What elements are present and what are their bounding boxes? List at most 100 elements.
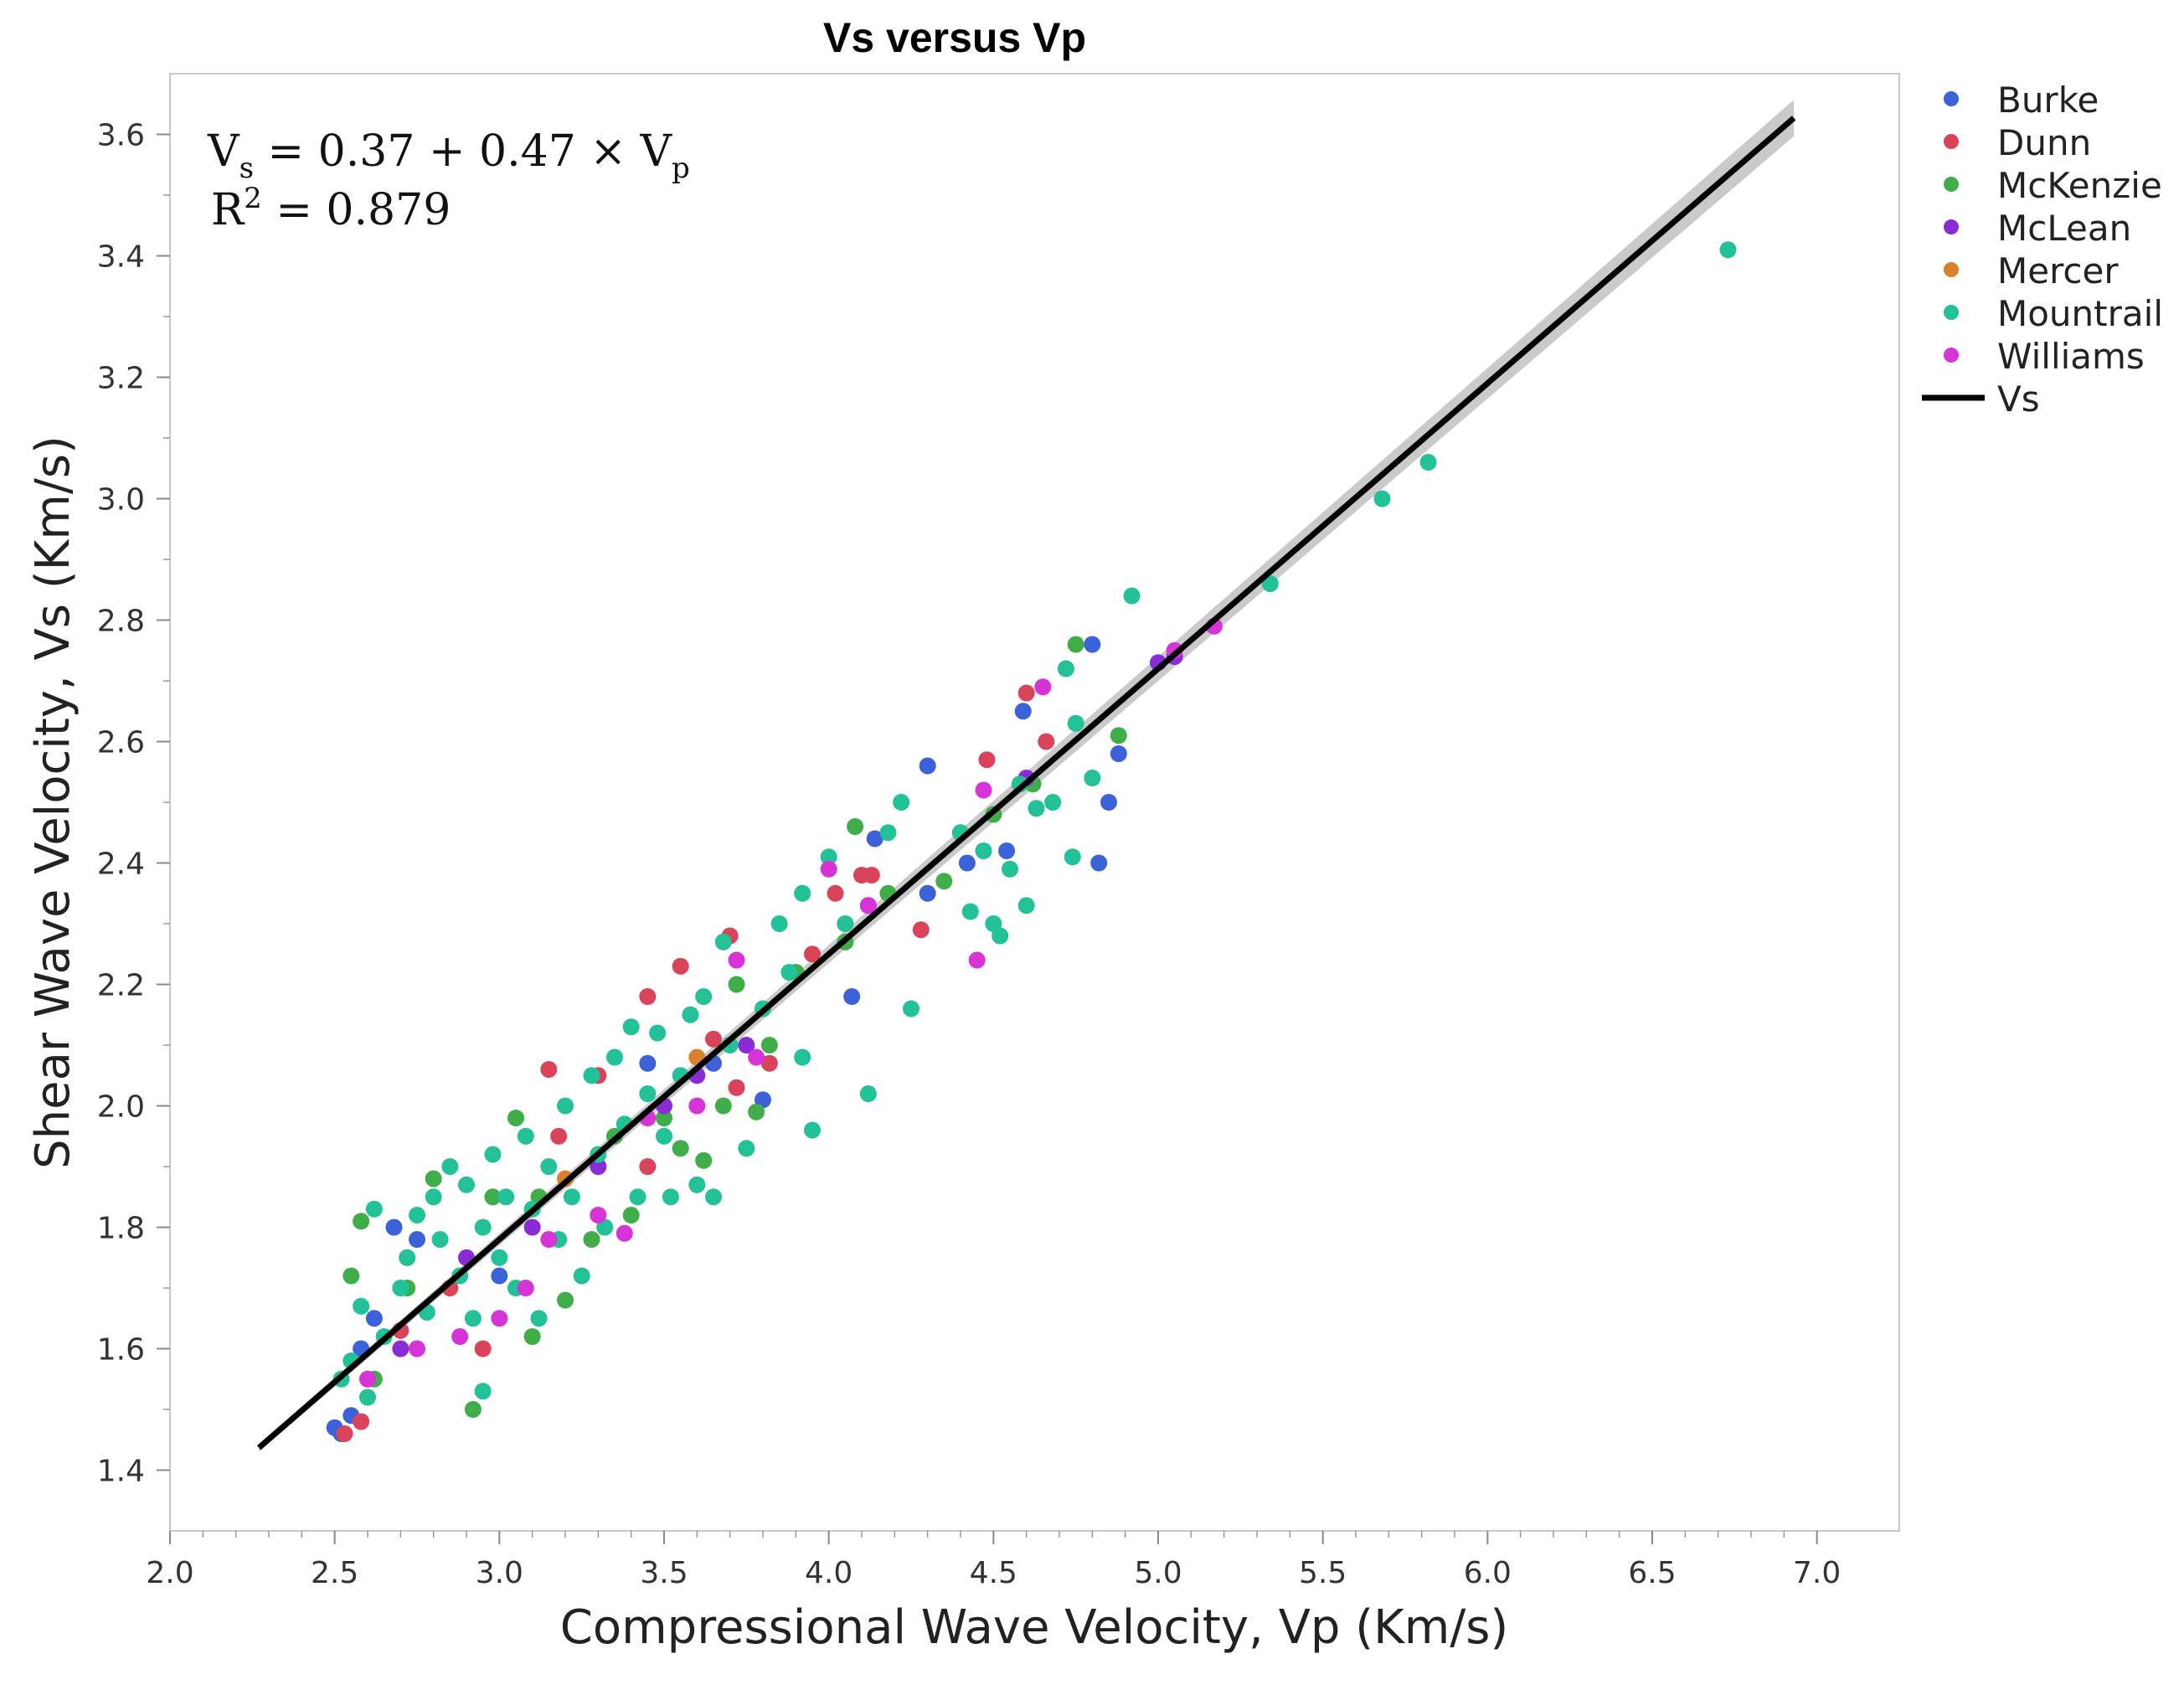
data-point	[919, 884, 936, 902]
data-point	[583, 1067, 600, 1084]
data-point	[879, 824, 897, 842]
x-tick-label: 3.0	[476, 1556, 523, 1590]
data-point	[1373, 490, 1391, 507]
legend-label: Burke	[1997, 80, 2099, 121]
data-point	[336, 1425, 353, 1442]
data-point	[1719, 241, 1737, 259]
x-tick-label: 2.0	[146, 1556, 193, 1590]
x-tick-label: 6.5	[1628, 1556, 1676, 1590]
data-point	[770, 915, 788, 932]
data-point	[728, 951, 745, 969]
data-point	[714, 933, 732, 951]
data-point	[639, 988, 657, 1005]
data-point	[958, 854, 976, 872]
y-tick-label: 2.4	[97, 848, 145, 882]
data-point	[491, 1267, 508, 1285]
data-point	[622, 1207, 640, 1224]
data-point	[847, 818, 864, 835]
data-point	[688, 1097, 706, 1115]
x-axis-label: Compressional Wave Velocity, Vp (Km/s)	[560, 1600, 1509, 1655]
y-tick-label: 3.0	[97, 483, 145, 518]
legend-label: Dunn	[1997, 122, 2091, 163]
data-point	[409, 1207, 425, 1224]
legend-label: McKenzie	[1997, 165, 2162, 206]
data-point	[738, 1037, 755, 1054]
data-point	[590, 1158, 607, 1175]
series-williams	[359, 617, 1223, 1388]
equation-line-2: R2 = 0.879	[211, 182, 451, 235]
data-point	[935, 873, 953, 890]
data-point	[1084, 770, 1101, 786]
legend-label: Vs	[1997, 379, 2040, 420]
data-point	[1084, 636, 1101, 653]
legend-marker	[1944, 134, 1959, 149]
data-point	[550, 1127, 568, 1145]
data-point	[794, 1048, 811, 1066]
data-point	[392, 1280, 410, 1296]
data-point	[616, 1224, 633, 1242]
data-point	[359, 1388, 376, 1406]
data-point	[649, 1024, 667, 1042]
data-point	[843, 988, 861, 1005]
data-point	[748, 1048, 765, 1066]
data-point	[491, 1249, 508, 1266]
data-point	[464, 1310, 482, 1327]
data-point	[392, 1340, 410, 1358]
data-point	[695, 1151, 713, 1169]
data-point	[507, 1110, 524, 1126]
x-tick-label: 2.5	[311, 1556, 358, 1590]
data-point	[540, 1231, 558, 1248]
data-point	[1038, 733, 1055, 750]
data-point	[863, 867, 880, 884]
data-point	[780, 964, 798, 981]
data-point	[820, 860, 837, 878]
data-point	[975, 781, 992, 799]
data-point	[998, 842, 1016, 859]
data-point	[557, 1097, 574, 1115]
data-point	[497, 1188, 515, 1206]
data-point	[425, 1170, 442, 1188]
data-point	[728, 976, 745, 993]
data-point	[1261, 575, 1279, 592]
y-tick-label: 2.6	[97, 726, 145, 760]
y-tick-label: 3.4	[97, 240, 145, 275]
legend-marker	[1944, 219, 1959, 234]
data-point	[705, 1188, 722, 1206]
data-point	[656, 1110, 672, 1126]
y-tick-label: 3.6	[97, 119, 145, 153]
data-point	[409, 1340, 425, 1358]
legend-marker	[1944, 348, 1959, 363]
data-point	[1067, 636, 1084, 653]
data-point	[728, 1079, 745, 1096]
legend-marker	[1944, 305, 1959, 320]
data-point	[484, 1188, 502, 1206]
data-point	[978, 751, 996, 769]
data-point	[491, 1310, 508, 1327]
x-tick-label: 5.5	[1299, 1556, 1347, 1590]
data-point	[804, 1121, 821, 1139]
x-axis: 2.0 2.5 3.0 3.5 4.0 4.5 5.0 5.5 6.0 6.5 7.0	[146, 1531, 1841, 1590]
data-point	[353, 1413, 370, 1430]
data-point	[353, 1213, 370, 1230]
data-point	[748, 1103, 765, 1121]
data-point	[590, 1207, 607, 1224]
data-point	[557, 1291, 574, 1309]
legend-label: Mercer	[1997, 250, 2119, 291]
data-point	[517, 1127, 534, 1145]
data-point	[705, 1030, 722, 1048]
equation-line-1: Vs = 0.37 + 0.47 × Vp	[207, 126, 690, 185]
data-point	[893, 794, 910, 811]
data-point	[517, 1280, 534, 1296]
data-point	[1002, 860, 1018, 878]
data-point	[1057, 660, 1074, 677]
data-point	[1110, 727, 1127, 744]
data-point	[919, 757, 936, 775]
x-tick-label: 7.0	[1793, 1556, 1841, 1590]
data-point	[1044, 794, 1062, 811]
data-point	[1090, 854, 1108, 872]
regression-equation: Vs = 0.37 + 0.47 × Vp R2 = 0.879	[207, 126, 690, 235]
x-tick-label: 5.0	[1134, 1556, 1182, 1590]
data-point	[695, 988, 713, 1005]
data-point	[474, 1340, 492, 1358]
